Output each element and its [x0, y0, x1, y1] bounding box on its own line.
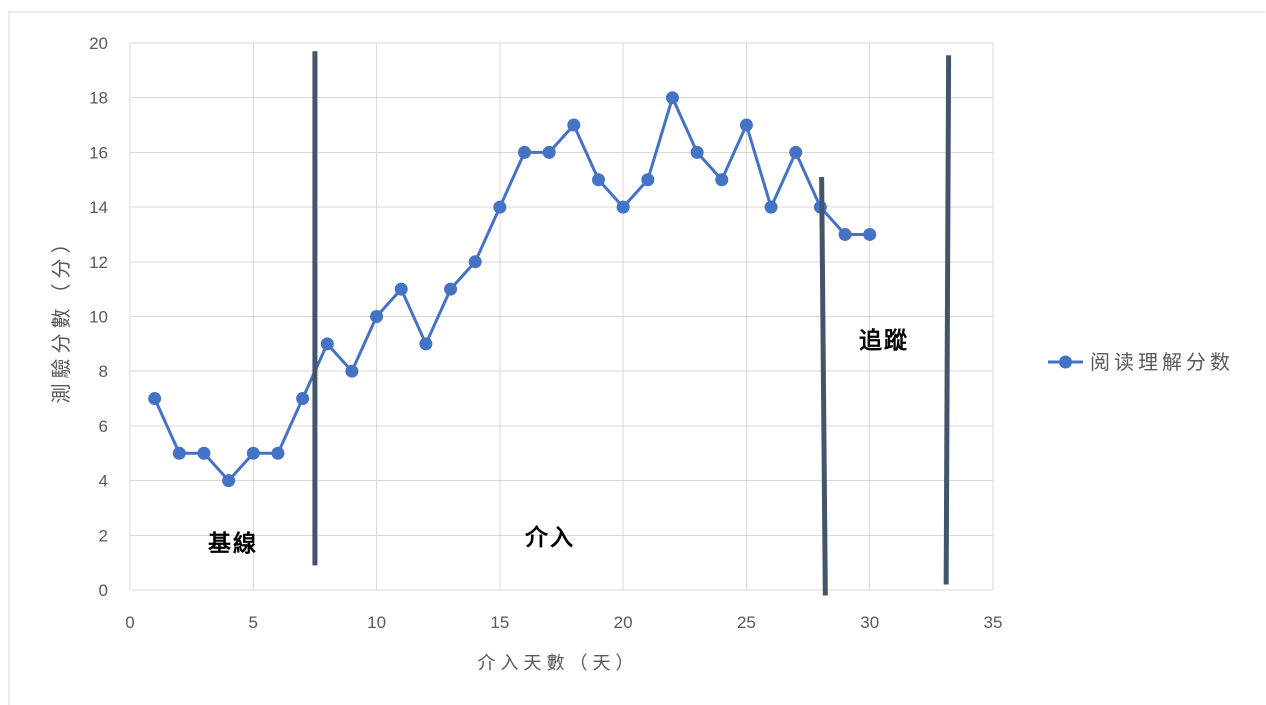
data-point — [591, 173, 605, 187]
data-point — [493, 200, 507, 214]
data-point — [419, 337, 433, 351]
data-point — [296, 392, 310, 406]
y-tick-label: 8 — [99, 362, 108, 381]
legend-marker — [1059, 355, 1072, 369]
data-point — [764, 200, 778, 214]
y-tick-labels: 0 2 4 6 8 10 12 14 16 18 20 — [89, 34, 108, 600]
y-tick-label: 2 — [99, 526, 108, 545]
x-tick-label: 5 — [249, 613, 258, 632]
data-point — [838, 227, 852, 241]
data-point — [789, 145, 803, 159]
data-point — [370, 310, 384, 323]
y-tick-label: 0 — [99, 581, 108, 600]
y-tick-label: 12 — [89, 253, 108, 272]
phase-labels: 基線 介入 追蹤 — [208, 327, 909, 557]
data-point — [542, 145, 556, 159]
phase-label: 介入 — [524, 524, 575, 551]
y-tick-label: 18 — [89, 89, 108, 108]
data-point — [320, 337, 334, 351]
data-point — [739, 118, 753, 132]
x-tick-label: 30 — [860, 613, 879, 632]
y-axis-title: 測驗分數（分） — [49, 229, 73, 404]
x-axis-title: 介入天數（天） — [478, 653, 639, 674]
data-point — [222, 474, 236, 488]
data-point — [690, 145, 704, 159]
data-point — [172, 446, 186, 460]
phase-boundary-line — [943, 55, 952, 585]
y-tick-label: 4 — [99, 472, 108, 491]
gridlines — [129, 42, 994, 591]
series-lines — [153, 96, 870, 483]
x-tick-labels: 0 5 10 15 20 25 30 35 — [125, 613, 1002, 632]
legend-label: 阅读理解分数 — [1090, 350, 1234, 374]
x-tick-label: 20 — [614, 613, 633, 632]
data-point — [567, 118, 581, 132]
data-point — [271, 446, 285, 460]
phase-boundary-line — [819, 176, 828, 596]
data-point — [665, 91, 679, 105]
data-point — [444, 282, 458, 296]
legend: 阅读理解分数 — [1048, 350, 1234, 374]
data-point — [863, 227, 877, 241]
y-tick-label: 16 — [89, 143, 108, 162]
data-point — [715, 173, 729, 187]
data-markers — [148, 91, 877, 488]
y-tick-label: 10 — [89, 308, 108, 327]
phase-label: 追蹤 — [859, 327, 909, 354]
y-tick-label: 6 — [99, 417, 108, 436]
data-point — [246, 446, 260, 460]
data-point — [345, 364, 359, 378]
x-tick-label: 10 — [367, 613, 386, 632]
data-point — [394, 282, 408, 296]
x-tick-label: 25 — [737, 613, 756, 632]
data-point — [518, 145, 532, 159]
data-point — [197, 446, 211, 460]
x-tick-label: 35 — [984, 613, 1003, 632]
data-point — [148, 392, 162, 406]
chart-frame — [8, 11, 1265, 705]
data-point — [616, 200, 630, 214]
x-tick-label: 0 — [125, 613, 134, 632]
data-point — [641, 173, 655, 187]
series-line — [153, 96, 870, 483]
y-tick-label: 14 — [89, 198, 108, 217]
data-point — [468, 255, 482, 269]
phase-label: 基線 — [208, 530, 258, 557]
x-tick-label: 15 — [490, 613, 509, 632]
y-tick-label: 20 — [89, 34, 108, 53]
phase-lines — [312, 51, 952, 596]
